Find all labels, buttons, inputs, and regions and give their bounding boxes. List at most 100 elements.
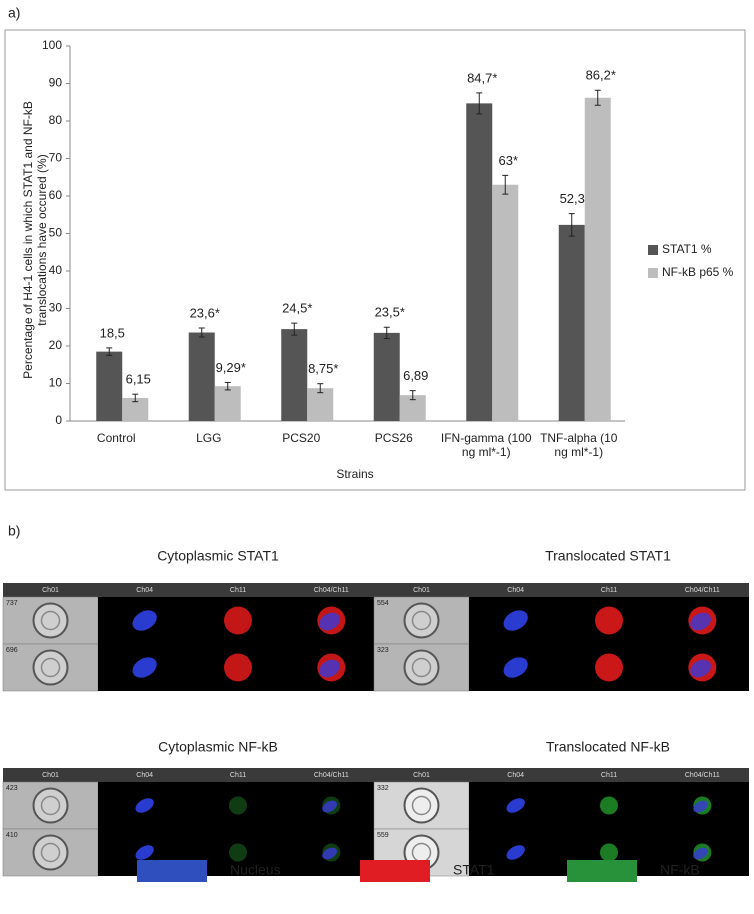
data-label: 8,75* bbox=[308, 361, 338, 376]
merge-nucleus bbox=[690, 659, 711, 678]
bar bbox=[122, 397, 149, 421]
error-bar bbox=[132, 393, 139, 403]
channel-header-bar bbox=[3, 768, 378, 782]
merge-nucleus bbox=[690, 612, 711, 631]
x-tick-label: IFN-gamma (100 ng ml*-1) bbox=[440, 431, 532, 459]
bar bbox=[281, 329, 308, 421]
x-tick-label: TNF-alpha (10 ng ml*-1) bbox=[540, 431, 618, 459]
event-id: 323 bbox=[377, 647, 389, 654]
error-bar bbox=[224, 381, 231, 391]
data-label: 23,6* bbox=[190, 305, 220, 320]
bar bbox=[214, 386, 241, 421]
cell-inner bbox=[40, 795, 61, 816]
marker-stain bbox=[595, 606, 623, 635]
channel-label: Ch01 bbox=[42, 772, 59, 779]
channel-label: Ch01 bbox=[413, 587, 430, 594]
cell-outline bbox=[32, 787, 69, 824]
channel-label: Ch11 bbox=[230, 587, 246, 594]
data-label: 9,29* bbox=[216, 360, 246, 375]
channel-label: Ch01 bbox=[413, 772, 430, 779]
legend-label: NF-kB p65 % bbox=[662, 265, 734, 279]
x-tick-label: PCS26 bbox=[374, 431, 413, 445]
y-tick-label: 20 bbox=[49, 338, 63, 352]
marker-stain bbox=[595, 653, 623, 682]
y-tick-label: 50 bbox=[49, 226, 63, 240]
merge-nucleus bbox=[693, 800, 708, 813]
bar bbox=[188, 332, 215, 421]
panel-label: a) bbox=[8, 5, 20, 21]
data-label: 24,5* bbox=[282, 301, 312, 316]
error-bar bbox=[317, 383, 324, 394]
x-tick-label: Control bbox=[96, 431, 136, 445]
marker-stain bbox=[600, 843, 618, 862]
legend-swatch bbox=[360, 860, 430, 882]
data-label: 6,15 bbox=[126, 372, 151, 387]
nucleus-stain bbox=[135, 798, 154, 813]
event-id: 559 bbox=[377, 832, 389, 839]
cell-outline bbox=[403, 787, 440, 824]
marker-stain bbox=[224, 606, 252, 635]
merge-nucleus bbox=[319, 612, 340, 631]
data-label: 52,3* bbox=[560, 191, 590, 206]
legend-label: NF-kB bbox=[660, 862, 700, 878]
channel-header-bar bbox=[374, 583, 749, 597]
cell-inner bbox=[411, 610, 432, 631]
y-tick-label: 100 bbox=[42, 38, 62, 52]
merge-nucleus bbox=[322, 800, 337, 813]
data-label: 6,89 bbox=[403, 368, 428, 383]
event-id: 332 bbox=[377, 785, 389, 792]
merge-nucleus bbox=[319, 659, 340, 678]
cell-outline bbox=[32, 602, 69, 639]
marker-stain bbox=[600, 796, 618, 815]
y-tick-label: 80 bbox=[49, 113, 63, 127]
merge-nucleus bbox=[322, 847, 337, 860]
y-tick-label: 30 bbox=[49, 301, 63, 315]
cell-inner bbox=[40, 842, 61, 863]
cell-outline bbox=[403, 602, 440, 639]
nucleus-stain bbox=[132, 657, 157, 678]
channel-label: Ch04/Ch11 bbox=[314, 772, 349, 779]
panel-title: Cytoplasmic STAT1 bbox=[157, 548, 279, 564]
data-label: 23,5* bbox=[375, 305, 405, 320]
event-id: 554 bbox=[377, 600, 389, 607]
channel-label: Ch11 bbox=[601, 772, 617, 779]
error-bar bbox=[383, 326, 390, 339]
data-label: 84,7* bbox=[467, 70, 497, 85]
channel-label: Ch04 bbox=[136, 772, 153, 779]
chart-frame bbox=[4, 29, 746, 491]
marker-stain bbox=[224, 653, 252, 682]
legend-label: Nucleus bbox=[230, 862, 281, 878]
channel-label: Ch04 bbox=[507, 772, 524, 779]
cell-outline bbox=[403, 649, 440, 686]
cell-inner bbox=[40, 657, 61, 678]
channel-label: Ch04 bbox=[136, 587, 153, 594]
bar bbox=[584, 97, 611, 421]
error-bar bbox=[198, 327, 205, 338]
cell-inner bbox=[411, 795, 432, 816]
event-id: 423 bbox=[6, 785, 18, 792]
panel-title: Translocated STAT1 bbox=[545, 548, 671, 564]
y-tick-label: 90 bbox=[49, 76, 63, 90]
y-tick-label: 70 bbox=[49, 151, 63, 165]
panel-title: Cytoplasmic NF-kB bbox=[158, 739, 278, 755]
panel-title: Translocated NF-kB bbox=[546, 739, 670, 755]
error-bar bbox=[568, 213, 575, 237]
channel-label: Ch04 bbox=[507, 587, 524, 594]
channel-label: Ch01 bbox=[42, 587, 59, 594]
event-id: 737 bbox=[6, 600, 18, 607]
error-bar bbox=[409, 390, 416, 401]
nucleus-stain bbox=[135, 845, 154, 860]
y-tick-label: 40 bbox=[49, 263, 63, 277]
data-label: 63* bbox=[498, 153, 518, 168]
nucleus-stain bbox=[503, 657, 528, 678]
legend-swatch bbox=[137, 860, 207, 882]
bar bbox=[492, 184, 519, 421]
bar bbox=[373, 332, 400, 421]
event-id: 410 bbox=[6, 832, 18, 839]
bar bbox=[466, 103, 493, 421]
channel-header-bar bbox=[374, 768, 749, 782]
bar bbox=[307, 388, 334, 421]
data-label: 18,5 bbox=[100, 325, 125, 340]
legend-swatch bbox=[648, 245, 658, 255]
